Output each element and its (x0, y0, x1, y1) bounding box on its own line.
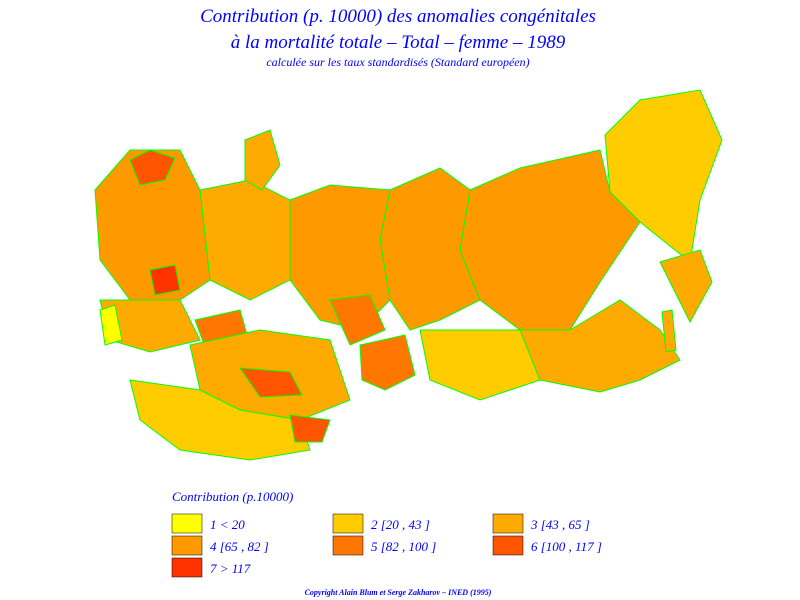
legend-swatch (171, 557, 203, 578)
title: à la mortalité totale – Total – femme – … (231, 32, 566, 53)
legend-swatch (492, 535, 524, 556)
region (419, 329, 541, 401)
region (238, 367, 303, 398)
region (199, 179, 291, 301)
legend-swatch (171, 535, 203, 556)
region (659, 249, 713, 324)
region (359, 334, 416, 391)
legend-label: 6 [100 , 117 ] (531, 539, 602, 554)
legend-label: 1 < 20 (210, 517, 245, 532)
region (129, 149, 176, 186)
region (94, 149, 211, 301)
subtitle: calculée sur les taux standardisés (Stan… (266, 55, 529, 69)
region (329, 294, 386, 346)
map (94, 89, 723, 461)
title: Contribution (p. 10000) des anomalies co… (200, 6, 596, 27)
legend-label: 2 [20 , 43 ] (371, 517, 430, 532)
legend-label: 7 > 117 (210, 561, 251, 576)
region (519, 299, 681, 393)
legend-label: 5 [82 , 100 ] (371, 539, 436, 554)
region (289, 414, 331, 443)
region (129, 379, 311, 461)
legend-label: 4 [65 , 82 ] (210, 539, 269, 554)
legend-swatch (492, 513, 524, 534)
legend-title: Contribution (p.10000) (172, 489, 293, 504)
legend-swatch (171, 513, 203, 534)
region (149, 264, 181, 296)
region (289, 184, 391, 331)
region (244, 129, 281, 191)
region (99, 304, 123, 346)
region (661, 309, 677, 353)
legend-swatch (332, 535, 364, 556)
copyright: Copyright Alain Blum et Serge Zakharov –… (305, 588, 492, 597)
legend: 1 < 20 2 [20 , 43 ] 3 [43 , 65 ] 4 [65 , 82… (171, 513, 602, 578)
legend-label: 3 [43 , 65 ] (530, 517, 590, 532)
legend-swatch (332, 513, 364, 534)
